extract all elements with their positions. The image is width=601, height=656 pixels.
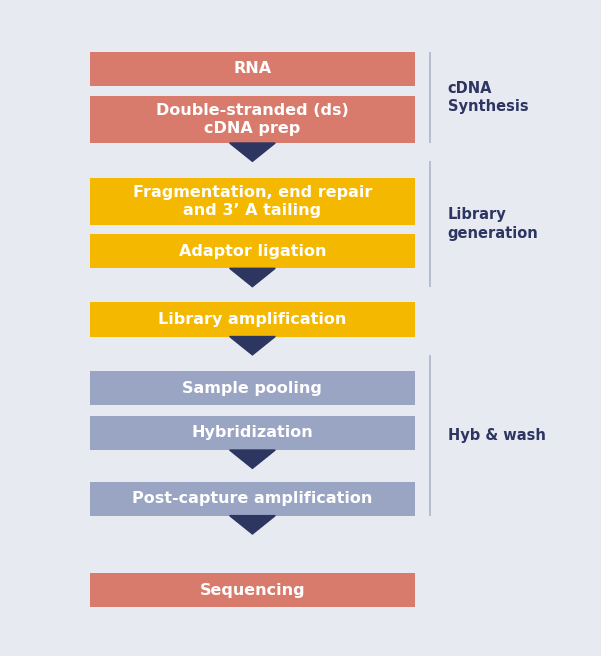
Text: Hybridization: Hybridization — [192, 426, 313, 440]
FancyBboxPatch shape — [90, 178, 415, 225]
Text: Sample pooling: Sample pooling — [183, 381, 322, 396]
Polygon shape — [230, 450, 275, 468]
Text: Hyb & wash: Hyb & wash — [448, 428, 546, 443]
Text: Library
generation: Library generation — [448, 207, 538, 241]
Polygon shape — [230, 337, 275, 355]
Text: cDNA
Synthesis: cDNA Synthesis — [448, 81, 528, 114]
Text: Post-capture amplification: Post-capture amplification — [132, 491, 373, 506]
FancyBboxPatch shape — [90, 234, 415, 268]
Text: Fragmentation, end repair
and 3’ A tailing: Fragmentation, end repair and 3’ A taili… — [133, 185, 372, 218]
FancyBboxPatch shape — [90, 302, 415, 337]
FancyBboxPatch shape — [90, 482, 415, 516]
FancyBboxPatch shape — [90, 573, 415, 607]
Text: Double-stranded (ds)
cDNA prep: Double-stranded (ds) cDNA prep — [156, 103, 349, 136]
Text: Sequencing: Sequencing — [200, 583, 305, 598]
Polygon shape — [230, 516, 275, 534]
FancyBboxPatch shape — [90, 371, 415, 405]
Text: Adaptor ligation: Adaptor ligation — [178, 244, 326, 258]
FancyBboxPatch shape — [90, 416, 415, 450]
Polygon shape — [230, 143, 275, 161]
Text: RNA: RNA — [233, 62, 272, 76]
FancyBboxPatch shape — [90, 52, 415, 86]
FancyBboxPatch shape — [90, 96, 415, 143]
Polygon shape — [230, 268, 275, 287]
Text: Library amplification: Library amplification — [158, 312, 347, 327]
